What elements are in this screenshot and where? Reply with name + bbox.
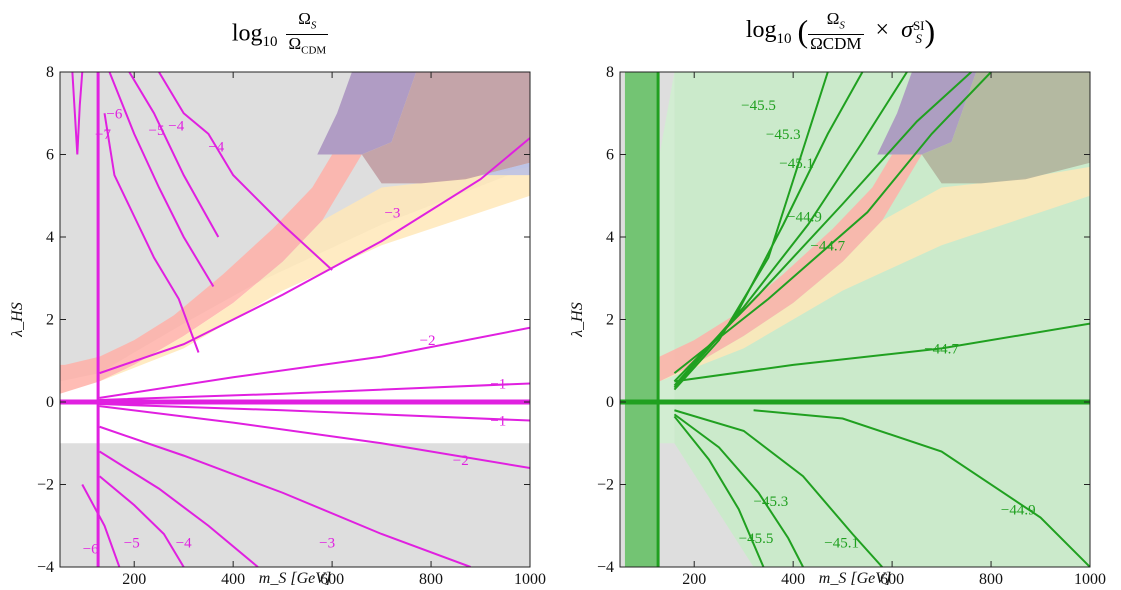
right-chart-svg: −45.5 −45.3 −45.1 −44.9 −44.7 −44.7 −44.9 −45.1… — [569, 64, 1106, 588]
left-ytick-label: −2 — [37, 477, 54, 494]
left-contour-3 — [128, 72, 220, 238]
right-contour-label-5: −44.7 — [924, 341, 959, 357]
left-chart-title: log10 ΩS ΩCDM — [231, 9, 329, 57]
left-xtick-label: 400 — [221, 571, 245, 585]
left-ytick-label: 0 — [46, 394, 54, 411]
right-contour-5 — [674, 322, 1090, 383]
left-region-4 — [317, 72, 417, 155]
left-ytick-label: 2 — [46, 312, 54, 329]
right-region-4 — [659, 166, 1090, 382]
left-xtick-label: 600 — [320, 571, 344, 585]
left-contour-label-12: −5 — [124, 535, 140, 551]
left-region-1 — [60, 443, 530, 567]
right-contour-6 — [753, 409, 1090, 567]
left-contour-12 — [98, 475, 185, 567]
left-region-2 — [60, 154, 362, 394]
right-region-3 — [659, 154, 922, 382]
right-contour-label-8: −45.3 — [754, 494, 789, 510]
left-xtick-label: 800 — [419, 571, 443, 585]
left-contour-4 — [158, 72, 333, 271]
left-contour-11 — [99, 450, 259, 567]
left-contour-label-8: −1 — [490, 414, 506, 430]
right-chart-title: log10 (ΩS ΩCDM × σ SI S) — [745, 9, 936, 54]
left-contour-label-5: −3 — [384, 205, 400, 221]
left-contour-label-11: −4 — [176, 535, 192, 551]
left-contour-label-0: −7 — [95, 127, 111, 143]
right-ytick-label: 2 — [606, 312, 614, 329]
right-xtick-label: 400 — [781, 571, 805, 585]
right-region-2 — [659, 72, 675, 444]
right-contour-3 — [673, 72, 972, 383]
left-contour-label-6: −2 — [420, 333, 436, 349]
left-xaxis-label: m_S [GeV] — [259, 570, 331, 585]
right-ytick-label: 8 — [606, 64, 614, 81]
right-plot-area: −45.5 −45.3 −45.1 −44.9 −44.7 −44.7 −44.9 −45.1… — [620, 72, 1090, 567]
right-xtick-label: 1000 — [1074, 571, 1106, 585]
left-xtick-label: 1000 — [514, 571, 546, 585]
right-contour-4 — [673, 72, 992, 374]
right-contour-label-3: −44.9 — [787, 209, 822, 225]
left-contour-6 — [99, 326, 530, 399]
right-contour-0 — [673, 72, 829, 391]
left-contour-label-1: −6 — [106, 106, 122, 122]
right-contour-label-7: −45.1 — [824, 535, 859, 551]
left-contour-8 — [99, 403, 530, 422]
right-xtick-label: 600 — [880, 571, 904, 585]
left-ytick-label: 6 — [46, 147, 54, 164]
right-contour-label-6: −44.9 — [1001, 502, 1036, 518]
right-ytick-label: 0 — [606, 394, 614, 411]
right-region-7 — [624, 72, 658, 567]
right-xaxis-label: m_S [GeV] — [819, 570, 891, 585]
right-contour-label-0: −45.5 — [741, 98, 776, 114]
left-contour-2 — [108, 72, 215, 288]
right-ytick-label: −2 — [597, 477, 614, 494]
left-region-3 — [99, 166, 530, 382]
right-contour-label-9: −45.5 — [739, 531, 774, 547]
left-contour-label-2: −5 — [148, 123, 164, 139]
left-ytick-label: 4 — [46, 229, 54, 246]
left-contour-9 — [99, 405, 530, 469]
left-contour-5 — [99, 137, 530, 375]
left-contour-label-10: −3 — [319, 535, 335, 551]
left-contour-label-4: −4 — [208, 139, 224, 155]
left-contour-7 — [99, 382, 530, 401]
left-contour-label-7: −1 — [490, 376, 506, 392]
right-region-6 — [921, 72, 1090, 184]
right-contour-9 — [673, 415, 765, 567]
left-contour-label-13: −6 — [83, 541, 99, 557]
left-contour-1 — [103, 113, 200, 353]
right-yaxis-label: λ_HS — [569, 302, 586, 337]
right-contour-7 — [674, 409, 883, 567]
left-contour-0 — [71, 72, 84, 155]
right-ytick-label: −4 — [597, 559, 614, 576]
left-contour-label-9: −2 — [453, 453, 469, 469]
left-contour-10 — [99, 425, 471, 567]
left-chart-panel: log10 ΩS ΩCDM −7 −6 −5 −4 −4 −3 −2 −1 −1 −2 −3 −4 −5−… — [0, 0, 560, 588]
left-region-6 — [480, 162, 530, 176]
left-contour-label-3: −4 — [168, 119, 184, 135]
right-ytick-label: 4 — [606, 229, 614, 246]
right-xtick-label: 200 — [682, 571, 706, 585]
left-ytick-label: −4 — [37, 559, 54, 576]
left-yaxis-label: λ_HS — [9, 302, 26, 337]
right-chart-panel: log10 (ΩS ΩCDM × σ SI S) −45.5 −45.3 −45.1 −44… — [560, 0, 1121, 588]
left-xtick-label: 200 — [122, 571, 146, 585]
left-ytick-label: 8 — [46, 64, 54, 81]
right-contour-label-2: −45.1 — [779, 156, 814, 172]
left-plot-area: −7−6−5 −4−4−3−2−1−1−2−3−4−5−6 — [60, 72, 530, 567]
right-contour-8 — [673, 413, 804, 567]
right-contour-label-1: −45.3 — [766, 127, 801, 143]
right-xtick-label: 800 — [979, 571, 1003, 585]
right-ytick-label: 6 — [606, 147, 614, 164]
right-contour-label-4: −44.7 — [810, 238, 845, 254]
left-contour-13 — [81, 484, 121, 567]
left-region-5 — [361, 72, 530, 184]
